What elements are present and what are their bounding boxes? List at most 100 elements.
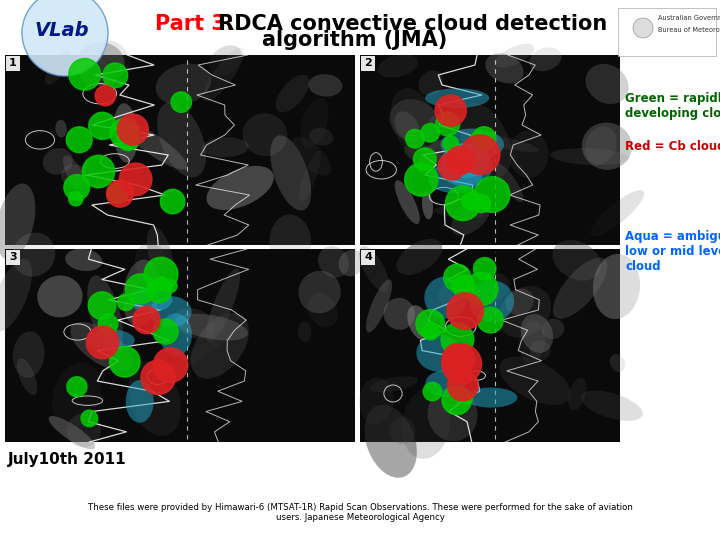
Ellipse shape xyxy=(113,103,138,163)
Ellipse shape xyxy=(408,305,431,340)
Ellipse shape xyxy=(590,190,644,236)
Circle shape xyxy=(164,280,177,292)
Text: algorithm (JMA): algorithm (JMA) xyxy=(262,30,448,50)
Ellipse shape xyxy=(541,319,564,339)
Circle shape xyxy=(474,258,496,280)
Ellipse shape xyxy=(495,163,523,202)
Ellipse shape xyxy=(495,44,534,68)
Ellipse shape xyxy=(67,413,102,447)
Text: 3: 3 xyxy=(9,252,17,262)
Ellipse shape xyxy=(585,64,629,104)
Ellipse shape xyxy=(378,54,418,78)
Circle shape xyxy=(147,278,171,303)
Ellipse shape xyxy=(129,287,172,312)
Circle shape xyxy=(443,136,459,151)
Circle shape xyxy=(442,386,472,415)
Ellipse shape xyxy=(71,322,133,371)
Bar xyxy=(618,8,716,56)
Circle shape xyxy=(477,307,503,333)
Circle shape xyxy=(446,186,480,221)
Ellipse shape xyxy=(173,308,215,339)
Ellipse shape xyxy=(17,358,37,395)
Circle shape xyxy=(471,132,483,144)
Ellipse shape xyxy=(338,250,364,276)
Bar xyxy=(6,250,20,265)
Bar xyxy=(5,55,355,245)
Circle shape xyxy=(125,274,156,304)
Ellipse shape xyxy=(207,166,274,210)
Circle shape xyxy=(633,18,653,38)
Ellipse shape xyxy=(13,332,45,377)
Circle shape xyxy=(441,323,474,356)
Ellipse shape xyxy=(147,226,174,283)
Ellipse shape xyxy=(156,63,211,105)
Ellipse shape xyxy=(12,233,55,276)
Circle shape xyxy=(109,347,140,377)
Ellipse shape xyxy=(439,144,493,187)
Ellipse shape xyxy=(135,242,166,279)
Ellipse shape xyxy=(124,123,187,170)
Ellipse shape xyxy=(45,51,71,85)
Ellipse shape xyxy=(395,180,420,224)
Ellipse shape xyxy=(52,362,102,428)
Ellipse shape xyxy=(55,120,67,138)
Ellipse shape xyxy=(485,53,523,83)
Ellipse shape xyxy=(87,329,135,351)
Ellipse shape xyxy=(202,137,249,157)
Ellipse shape xyxy=(509,130,549,178)
Circle shape xyxy=(107,183,127,204)
Circle shape xyxy=(68,192,83,206)
Ellipse shape xyxy=(418,70,444,96)
Ellipse shape xyxy=(593,254,640,319)
Ellipse shape xyxy=(434,206,484,218)
Ellipse shape xyxy=(307,293,338,327)
Text: 4: 4 xyxy=(364,252,372,262)
Circle shape xyxy=(69,58,101,90)
Ellipse shape xyxy=(391,88,438,159)
Circle shape xyxy=(447,361,462,375)
Ellipse shape xyxy=(441,129,504,161)
Ellipse shape xyxy=(76,42,125,86)
Ellipse shape xyxy=(505,288,534,315)
Ellipse shape xyxy=(209,45,242,76)
Ellipse shape xyxy=(438,272,510,310)
Ellipse shape xyxy=(384,298,415,330)
Text: These files were provided by Himawari-6 (MTSAT-1R) Rapid Scan Observations. Thes: These files were provided by Himawari-6 … xyxy=(88,503,632,522)
Ellipse shape xyxy=(94,40,131,84)
Ellipse shape xyxy=(359,246,389,292)
Ellipse shape xyxy=(580,390,643,421)
Circle shape xyxy=(89,112,116,139)
Ellipse shape xyxy=(551,148,629,165)
Circle shape xyxy=(474,177,510,212)
Ellipse shape xyxy=(366,279,392,333)
Circle shape xyxy=(144,257,178,291)
Text: Part 3:: Part 3: xyxy=(155,14,234,34)
Circle shape xyxy=(82,156,114,188)
Circle shape xyxy=(438,152,466,180)
Ellipse shape xyxy=(423,122,448,149)
Circle shape xyxy=(444,264,471,291)
Ellipse shape xyxy=(191,313,249,379)
Ellipse shape xyxy=(298,271,341,313)
Circle shape xyxy=(81,410,98,427)
Ellipse shape xyxy=(424,276,467,319)
Text: July10th 2011: July10th 2011 xyxy=(8,452,127,467)
Circle shape xyxy=(422,323,439,340)
Circle shape xyxy=(153,348,188,382)
Ellipse shape xyxy=(417,139,452,174)
Circle shape xyxy=(161,190,185,214)
Ellipse shape xyxy=(175,314,248,341)
Text: 2: 2 xyxy=(364,58,372,68)
Ellipse shape xyxy=(395,111,420,143)
Text: Green = rapidly
developing cloud.: Green = rapidly developing cloud. xyxy=(625,92,720,120)
Ellipse shape xyxy=(469,280,514,322)
Circle shape xyxy=(421,124,439,142)
Ellipse shape xyxy=(519,321,545,363)
Circle shape xyxy=(86,326,119,359)
Ellipse shape xyxy=(61,164,88,188)
Ellipse shape xyxy=(422,191,433,219)
Ellipse shape xyxy=(292,137,331,176)
Ellipse shape xyxy=(552,240,601,281)
Ellipse shape xyxy=(318,246,349,278)
Circle shape xyxy=(22,0,108,76)
